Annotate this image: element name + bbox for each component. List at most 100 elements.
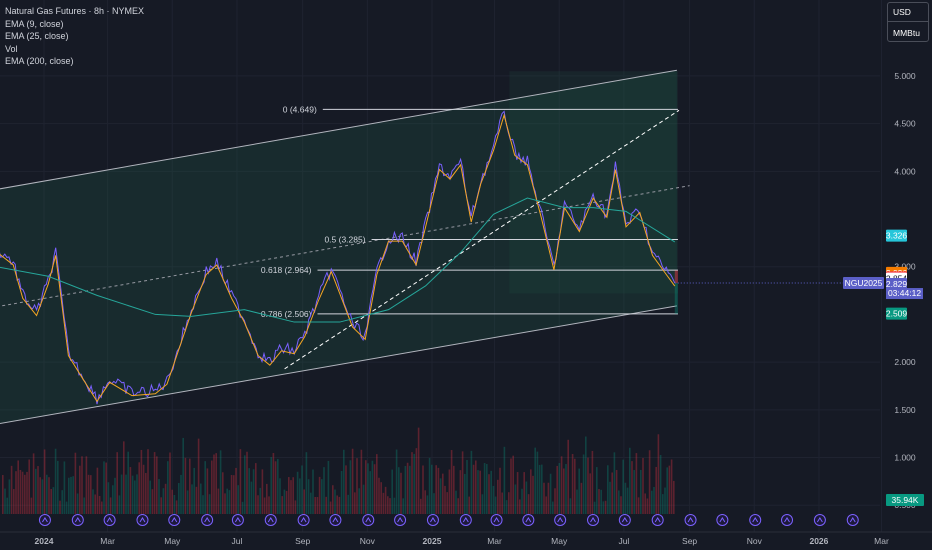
volume-bar <box>433 493 435 514</box>
event-marker-glyph <box>752 517 759 523</box>
volume-bar <box>257 495 259 514</box>
volume-bar <box>147 449 149 514</box>
volume-bar <box>563 468 565 514</box>
unit-label[interactable]: MMBtu <box>893 28 920 38</box>
volume-bar <box>615 470 618 514</box>
event-marker-glyph <box>719 517 726 523</box>
currency-label[interactable]: USD <box>893 7 911 17</box>
volume-bar <box>382 492 385 514</box>
volume-bar <box>321 479 323 514</box>
event-marker-glyph <box>816 517 823 523</box>
volume-bar <box>439 478 442 514</box>
event-marker-glyph <box>557 517 564 523</box>
volume-bar <box>488 474 490 514</box>
volume-bar <box>415 448 418 514</box>
volume-bar <box>389 498 391 514</box>
volume-bar <box>673 480 675 514</box>
event-marker-glyph <box>621 517 628 523</box>
volume-bar <box>642 457 644 514</box>
volume-bar <box>37 466 39 514</box>
volume-bar <box>516 472 519 514</box>
volume-bar <box>479 470 481 514</box>
volume-bar <box>622 459 624 514</box>
event-marker-glyph <box>204 517 211 523</box>
x-axis-tick-label: Sep <box>682 536 697 546</box>
legend-ema25[interactable]: EMA (25, close) <box>5 31 69 41</box>
volume-bar <box>475 460 477 514</box>
volume-bar <box>657 434 660 514</box>
volume-bar <box>288 477 290 514</box>
volume-bar <box>48 477 50 514</box>
volume-bar <box>365 460 367 514</box>
volume-bar <box>466 460 468 514</box>
volume-bar <box>591 450 594 514</box>
event-marker-glyph <box>42 517 48 523</box>
event-marker-glyph <box>590 517 596 523</box>
volume-bar <box>140 449 143 514</box>
volume-bar <box>334 489 336 514</box>
volume-bar <box>505 500 508 514</box>
y-axis-tick-label: 4.500 <box>894 119 916 129</box>
volume-bar <box>252 469 255 514</box>
event-marker-icon <box>522 514 535 526</box>
volume-bar <box>127 451 129 514</box>
channel-upper-line <box>0 69 677 190</box>
legend-vol[interactable]: Vol <box>5 43 18 54</box>
x-axis-tick-label: 2024 <box>35 536 54 546</box>
volume-bar <box>307 479 310 514</box>
volume-bar <box>411 452 413 514</box>
volume-bar <box>290 480 292 514</box>
volume-bar <box>376 454 378 514</box>
volume-bar <box>532 475 534 514</box>
volume-bar <box>202 495 204 514</box>
volume-bar <box>39 477 41 514</box>
volume-bar <box>312 469 314 514</box>
volume-bar <box>585 436 587 514</box>
volume-bar <box>79 465 81 514</box>
volume-bar <box>523 472 525 514</box>
volume-bar <box>173 495 176 514</box>
volume-bar <box>92 489 94 514</box>
event-marker-glyph <box>300 517 307 523</box>
volume-bar <box>314 496 316 514</box>
volume-bar <box>123 441 125 514</box>
volume-bar <box>303 489 305 514</box>
volume-bar <box>235 467 237 514</box>
event-marker-icon <box>297 514 310 526</box>
volume-bar <box>497 479 499 514</box>
volume-bar <box>83 497 85 514</box>
volume-bar <box>547 482 550 514</box>
volume-bar <box>565 464 567 514</box>
volume-bar <box>527 494 530 514</box>
volume-bar <box>560 456 563 514</box>
volume-bar <box>662 494 664 514</box>
volume-bar <box>576 489 578 514</box>
volume-bar <box>646 498 649 514</box>
x-axis-tick-label: Jul <box>232 536 243 546</box>
price-badge <box>886 278 907 291</box>
x-axis-tick-label: Nov <box>747 536 763 546</box>
volume-bar <box>552 501 554 514</box>
volume-bar <box>103 461 105 514</box>
volume-bar <box>318 476 321 514</box>
volume-bar <box>76 493 79 514</box>
volume-bar <box>204 461 206 514</box>
legend-ema9[interactable]: EMA (9, close) <box>5 18 64 29</box>
volume-bar <box>404 465 407 514</box>
event-marker-icon <box>136 514 149 526</box>
volume-bar <box>8 479 11 514</box>
volume-bar <box>266 483 268 514</box>
event-marker-glyph <box>849 517 856 523</box>
volume-bar <box>543 482 545 514</box>
volume-bar <box>118 495 121 514</box>
volume-bar <box>101 501 103 514</box>
volume-bar <box>222 472 224 514</box>
unit-selector[interactable]: USD MMBtu <box>887 2 929 42</box>
legend-ema200[interactable]: EMA (200, close) <box>5 56 74 66</box>
volume-bar <box>160 497 162 514</box>
volume-bar <box>74 452 77 514</box>
volume-bar <box>358 488 360 514</box>
volume-bar <box>120 474 123 514</box>
volume-bar <box>10 465 13 514</box>
